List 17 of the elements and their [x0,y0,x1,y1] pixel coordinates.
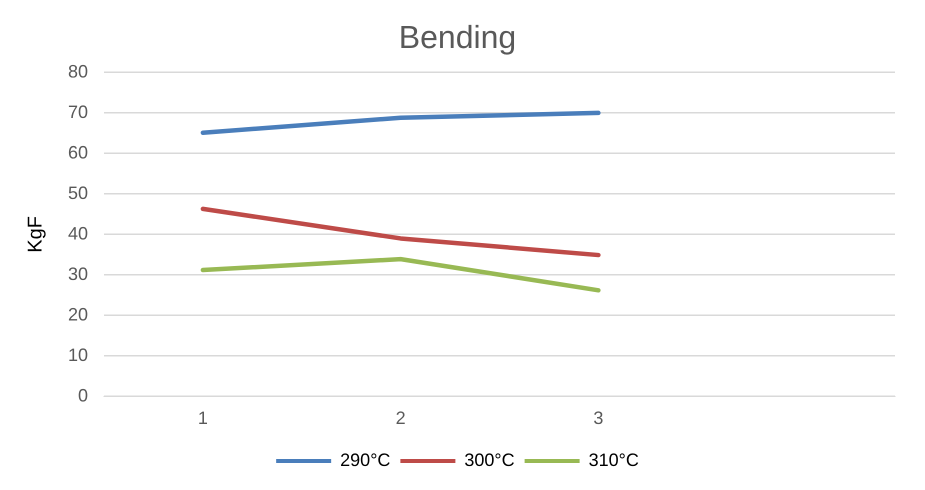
y-axis-title: KgF [24,216,47,253]
y-tick-label: 80 [68,61,88,82]
legend-label: 290°C [340,450,390,470]
legend-label: 300°C [464,450,515,470]
x-tick-label: 3 [593,408,604,428]
y-tick-label: 30 [68,264,88,284]
y-tick-label: 0 [78,385,88,406]
legend-label: 310°C [588,450,639,470]
y-tick-label: 50 [68,182,88,203]
y-tick-label: 70 [68,102,88,122]
y-tick-label: 10 [68,344,88,365]
y-tick-label: 40 [68,223,88,244]
chart-title: Bending [398,19,516,56]
x-tick-label: 2 [396,408,406,428]
y-tick-label: 20 [68,304,88,324]
y-tick-label: 60 [68,142,88,162]
x-tick-label: 1 [198,408,208,428]
